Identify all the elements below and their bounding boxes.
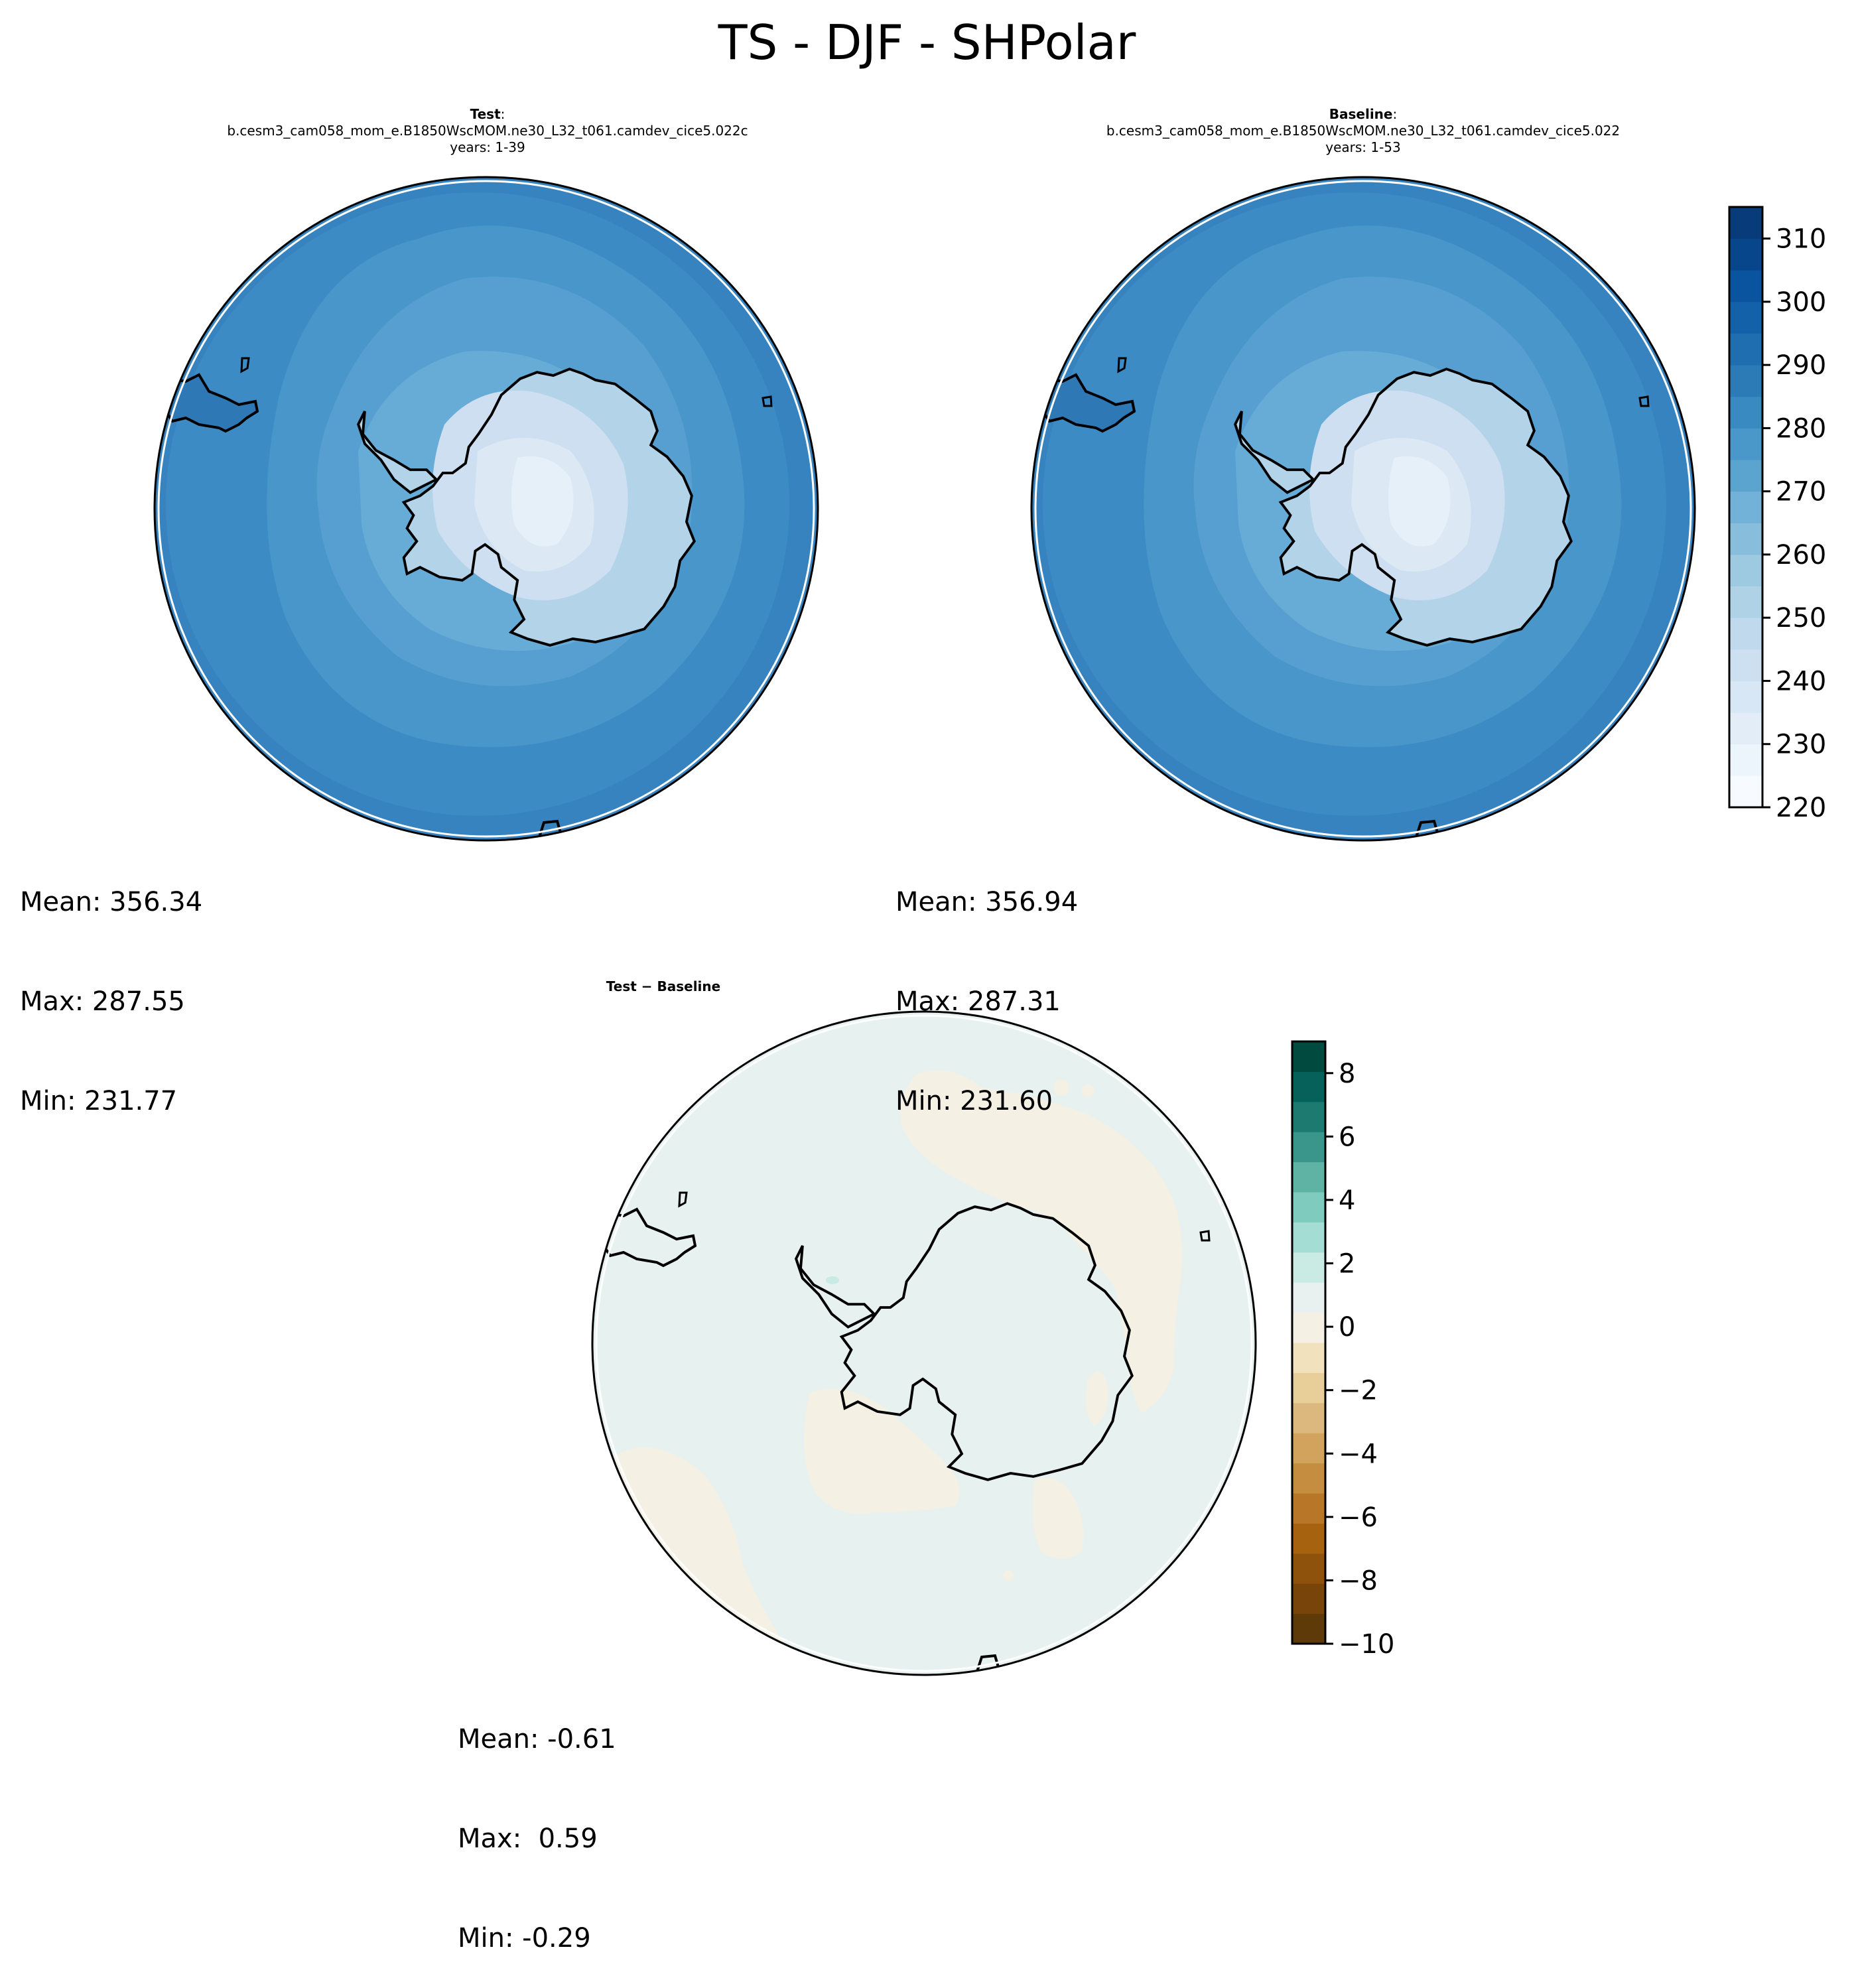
baseline-max: Max: 287.31 [895, 986, 1061, 1017]
colorbar-diff-swatch [1292, 1312, 1325, 1343]
test-min: Min: 231.77 [20, 1086, 178, 1116]
colorbar-diff-swatch [1292, 1433, 1325, 1464]
colorbar-diff-swatch [1292, 1553, 1325, 1584]
colorbar-diff-swatch [1292, 1493, 1325, 1524]
test-map [153, 176, 819, 842]
colorbar-main: 220 230 240 250 260 270 280 290 300 310 [1728, 206, 1826, 823]
diff-stats: Mean: -0.61 Max: 0.59 Min: -0.29 [458, 1656, 616, 1988]
colorbar-main-swatch [1729, 365, 1762, 397]
colorbar-main-swatch [1729, 681, 1762, 713]
colorbar-diff: −10 −8 −6 −4 −2 0 2 4 6 8 [1291, 1040, 1394, 1660]
colorbar-main-swatch [1729, 207, 1762, 239]
colorbar-diff-swatch [1292, 1402, 1325, 1433]
colorbar-main-tick-label: 250 [1776, 603, 1826, 633]
colorbar-main-swatch [1729, 586, 1762, 618]
colorbar-main-tick-label: 280 [1776, 413, 1826, 444]
colorbar-main-swatch [1729, 460, 1762, 492]
baseline-min: Min: 231.60 [895, 1086, 1053, 1116]
colorbar-main-frame [1728, 206, 1764, 809]
baseline-title-label: Baseline [1329, 106, 1393, 122]
colorbar-main-swatch [1729, 618, 1762, 650]
colorbar-diff-tick-label: 0 [1339, 1312, 1355, 1343]
test-title-label: Test [470, 106, 501, 122]
colorbar-diff-tick-label: 6 [1339, 1122, 1355, 1152]
colorbar-main-swatch [1729, 238, 1762, 271]
colorbar-main-tick-label: 260 [1776, 540, 1826, 570]
colorbar-diff-swatch [1292, 1101, 1325, 1132]
colorbar-diff-tick-label: −6 [1339, 1502, 1378, 1533]
diff-min: Min: -0.29 [458, 1923, 591, 1954]
baseline-years: years: 1-53 [1325, 139, 1401, 155]
colorbar-main-swatch [1729, 491, 1762, 523]
colorbar-main-tick-label: 220 [1776, 793, 1826, 823]
colorbar-diff-tick-label: −10 [1339, 1629, 1394, 1660]
colorbar-main-swatch [1729, 270, 1762, 302]
colorbar-diff-swatch [1292, 1222, 1325, 1253]
colorbar-diff-swatch [1292, 1372, 1325, 1404]
colorbar-diff-tick-label: −2 [1339, 1376, 1378, 1406]
colorbar-diff-swatch [1292, 1463, 1325, 1494]
colorbar-diff-swatch [1292, 1613, 1325, 1644]
colorbar-diff-tick-label: 4 [1339, 1185, 1355, 1216]
colorbar-main-swatch [1729, 649, 1762, 681]
colorbar-main-tick-label: 300 [1776, 287, 1826, 318]
colorbar-main-tick-label: 310 [1776, 224, 1826, 255]
colorbar-main-swatch [1729, 301, 1762, 334]
colorbar-main-swatch [1729, 712, 1762, 745]
colorbar-diff-swatch [1292, 1041, 1325, 1072]
diff-mean: Mean: -0.61 [458, 1724, 616, 1755]
baseline-mean: Mean: 356.94 [895, 887, 1079, 917]
baseline-panel-title: Baseline: b.cesm3_cam058_mom_e.B1850WscM… [972, 106, 1755, 156]
colorbar-diff-swatch [1292, 1132, 1325, 1163]
colorbar-main-swatch [1729, 428, 1762, 460]
test-title-sep: : [500, 106, 505, 122]
colorbar-main-tick-label: 270 [1776, 477, 1826, 507]
baseline-case-name: b.cesm3_cam058_mom_e.B1850WscMOM.ne30_L3… [1106, 123, 1621, 139]
baseline-map [1030, 176, 1696, 842]
colorbar-diff-swatch [1292, 1282, 1325, 1313]
colorbar-diff-swatch [1292, 1583, 1325, 1615]
test-panel-title: Test: b.cesm3_cam058_mom_e.B1850WscMOM.n… [96, 106, 879, 156]
colorbar-diff-swatch [1292, 1252, 1325, 1283]
colorbar-diff-swatch [1292, 1523, 1325, 1554]
colorbar-main-tick-label: 240 [1776, 666, 1826, 696]
diff-map [591, 1010, 1257, 1676]
colorbar-diff-frame [1291, 1040, 1327, 1645]
colorbar-diff-tick-label: 2 [1339, 1249, 1355, 1280]
colorbar-diff-tick-label: −8 [1339, 1565, 1378, 1596]
colorbar-main-tick-label: 290 [1776, 350, 1826, 381]
colorbar-main-swatch [1729, 333, 1762, 365]
colorbar-diff-swatch [1292, 1161, 1325, 1193]
test-max: Max: 287.55 [20, 986, 185, 1017]
baseline-stats: Mean: 356.94 Max: 287.31 Min: 231.60 [895, 819, 1078, 1151]
colorbar-diff-swatch [1292, 1071, 1325, 1102]
baseline-title-sep: : [1392, 106, 1398, 122]
diff-panel-title: Test − Baseline [606, 978, 721, 994]
colorbar-main-swatch [1729, 523, 1762, 555]
test-case-name: b.cesm3_cam058_mom_e.B1850WscMOM.ne30_L3… [227, 123, 748, 139]
test-years: years: 1-39 [450, 139, 525, 155]
colorbar-main-tick-label: 230 [1776, 730, 1826, 760]
figure-title: TS - DJF - SHPolar [718, 15, 1136, 70]
colorbar-main-swatch [1729, 775, 1762, 808]
colorbar-diff-tick-label: −4 [1339, 1439, 1378, 1469]
colorbar-main-swatch [1729, 554, 1762, 587]
colorbar-main-swatch [1729, 744, 1762, 776]
diff-max: Max: 0.59 [458, 1823, 598, 1854]
colorbar-main-swatch [1729, 396, 1762, 429]
test-mean: Mean: 356.34 [20, 887, 203, 917]
colorbar-diff-swatch [1292, 1343, 1325, 1373]
colorbar-diff-tick-label: 8 [1339, 1059, 1355, 1089]
colorbar-diff-swatch [1292, 1192, 1325, 1223]
test-stats: Mean: 356.34 Max: 287.55 Min: 231.77 [20, 819, 202, 1151]
